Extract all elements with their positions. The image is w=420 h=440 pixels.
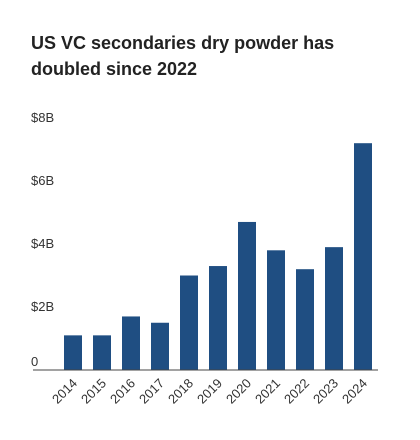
y-tick-label: $2B: [31, 299, 54, 314]
bar-2018: [180, 275, 198, 370]
bar-2015: [93, 335, 111, 370]
bars-group: [64, 143, 372, 370]
bar-2020: [238, 221, 256, 370]
x-tick-label: 2021: [252, 376, 283, 407]
y-tick-label: 0: [31, 354, 38, 369]
x-tick-label: 2014: [49, 376, 80, 407]
x-tick-label: 2020: [223, 376, 254, 407]
bar-2021: [267, 250, 285, 370]
bar-2022: [296, 269, 314, 370]
bar-2023: [325, 247, 343, 370]
chart-title: US VC secondaries dry powder has doubled…: [31, 33, 335, 79]
x-tick-label: 2015: [78, 376, 109, 407]
y-axis-tick-labels: 0 $2B $4B $6B $8B: [31, 110, 54, 369]
bar-2019: [209, 266, 227, 370]
y-tick-label: $4B: [31, 236, 54, 251]
x-tick-label: 2017: [136, 376, 167, 407]
x-tick-label: 2024: [339, 376, 370, 407]
y-tick-label: $6B: [31, 173, 54, 188]
x-tick-label: 2016: [107, 376, 138, 407]
x-tick-label: 2019: [194, 376, 225, 407]
bar-2014: [64, 335, 82, 370]
bar-2024: [354, 143, 372, 370]
y-tick-label: $8B: [31, 110, 54, 125]
x-tick-label: 2023: [310, 376, 341, 407]
x-axis-tick-labels: 2014201520162017201820192020202120222023…: [49, 376, 370, 407]
bar-2017: [151, 322, 169, 370]
x-tick-label: 2022: [281, 376, 312, 407]
x-tick-label: 2018: [165, 376, 196, 407]
bar-2016: [122, 316, 140, 370]
